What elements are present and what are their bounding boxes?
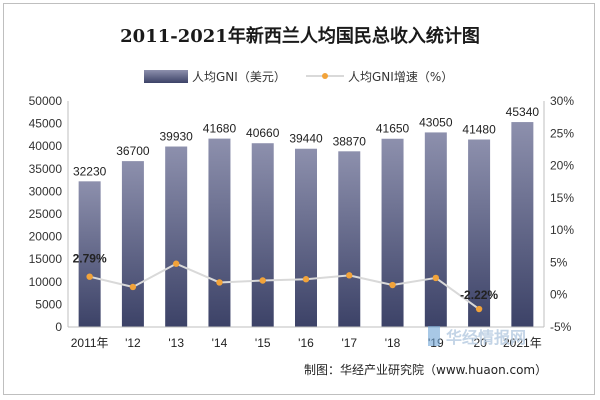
right-tick-label: 0% (550, 288, 568, 302)
category-label: 2011年 (71, 336, 109, 350)
growth-rate-label: 2.79% (73, 252, 107, 266)
category-label: '12 (125, 336, 141, 350)
legend-line-marker (322, 73, 328, 79)
right-tick-label: 10% (550, 223, 574, 237)
left-tick-label: 10000 (29, 275, 63, 289)
growth-rate-point (129, 283, 137, 291)
growth-rate-label: -2.22% (460, 288, 498, 302)
bar-value-label: 41680 (203, 122, 237, 136)
legend: 人均GNI（美元） 人均GNI增速（%） (144, 70, 453, 84)
growth-rate-series: 2.79% -2.22% (73, 252, 498, 313)
bar (424, 132, 447, 327)
growth-rate-point (172, 260, 180, 267)
bar (121, 161, 144, 327)
growth-rate-point (346, 272, 353, 279)
left-tick-label: 40000 (29, 139, 63, 153)
bar (78, 181, 101, 327)
bar-data-labels: 32230 36700 39930 41680 40660 39440 38870 41650… (73, 105, 539, 178)
category-label: '20 (471, 336, 487, 350)
growth-rate-point (259, 277, 266, 284)
left-tick-label: 0 (55, 320, 62, 334)
left-tick-label: 15000 (29, 252, 63, 266)
chart-svg: 2011-2021年新西兰人均国民总收入统计图 人均GNI（美元） 人均GNI增… (29, 25, 575, 377)
bar (165, 146, 188, 327)
right-axis: -5% 0% 5% 10% 15% 20% 25% 30% (543, 94, 574, 334)
right-tick-label: 20% (550, 159, 574, 173)
right-tick-label: 25% (550, 126, 574, 140)
growth-rate-point (86, 273, 93, 280)
bar (208, 138, 231, 327)
category-label: '14 (212, 336, 228, 350)
left-tick-label: 50000 (29, 94, 63, 108)
bar-value-label: 41480 (462, 123, 496, 137)
growth-rate-point (389, 281, 396, 289)
bar-value-label: 43050 (419, 115, 453, 129)
legend-line-label: 人均GNI增速（%） (348, 70, 453, 84)
bar-value-label: 45340 (506, 105, 540, 119)
bar-value-label: 39440 (289, 132, 323, 146)
bar-value-label: 32230 (73, 164, 107, 178)
growth-rate-point (475, 305, 483, 313)
right-tick-label: 30% (550, 94, 574, 108)
chart-frame: 2011-2021年新西兰人均国民总收入统计图 人均GNI（美元） 人均GNI增… (3, 3, 595, 395)
right-tick-label: -5% (550, 320, 572, 334)
watermark-logo-icon (428, 326, 440, 346)
bar (511, 122, 534, 327)
category-label: '15 (255, 336, 271, 350)
bar-value-label: 38870 (333, 134, 367, 148)
bar (468, 139, 491, 327)
left-tick-label: 30000 (29, 184, 63, 198)
category-label: '13 (168, 336, 184, 350)
right-tick-label: 15% (550, 191, 574, 205)
watermark: 华经情报网 (428, 326, 526, 347)
watermark-text: 华经情报网 (446, 328, 526, 347)
bar (381, 138, 404, 327)
category-label: '18 (385, 336, 401, 350)
growth-rate-line (89, 262, 480, 310)
source-note: 制图：华经产业研究院（www.huaon.com） (304, 362, 547, 377)
left-tick-label: 20000 (29, 230, 63, 244)
bar-value-label: 41650 (376, 122, 410, 136)
chart-title: 2011-2021年新西兰人均国民总收入统计图 (120, 25, 480, 47)
left-tick-label: 35000 (29, 162, 63, 176)
left-tick-label: 25000 (29, 207, 63, 221)
bar-value-label: 39930 (159, 130, 193, 144)
category-label: 2021年 (503, 336, 542, 350)
bar-value-label: 36700 (116, 144, 150, 158)
legend-bar-swatch (144, 70, 188, 83)
bar-value-label: 40660 (246, 126, 280, 140)
bar (295, 148, 317, 327)
growth-rate-point (216, 279, 223, 286)
left-tick-label: 5000 (35, 297, 62, 311)
bar (338, 151, 361, 327)
bar (251, 143, 274, 327)
category-label: '17 (341, 336, 357, 350)
left-tick-label: 45000 (29, 117, 63, 131)
category-label: '16 (298, 336, 314, 350)
legend-bar-label: 人均GNI（美元） (192, 70, 286, 84)
left-axis: 0 5000 10000 15000 20000 25000 30000 35000 40000… (29, 94, 69, 334)
right-tick-label: 5% (550, 255, 568, 269)
growth-rate-point (432, 274, 440, 282)
growth-rate-point (302, 276, 310, 283)
